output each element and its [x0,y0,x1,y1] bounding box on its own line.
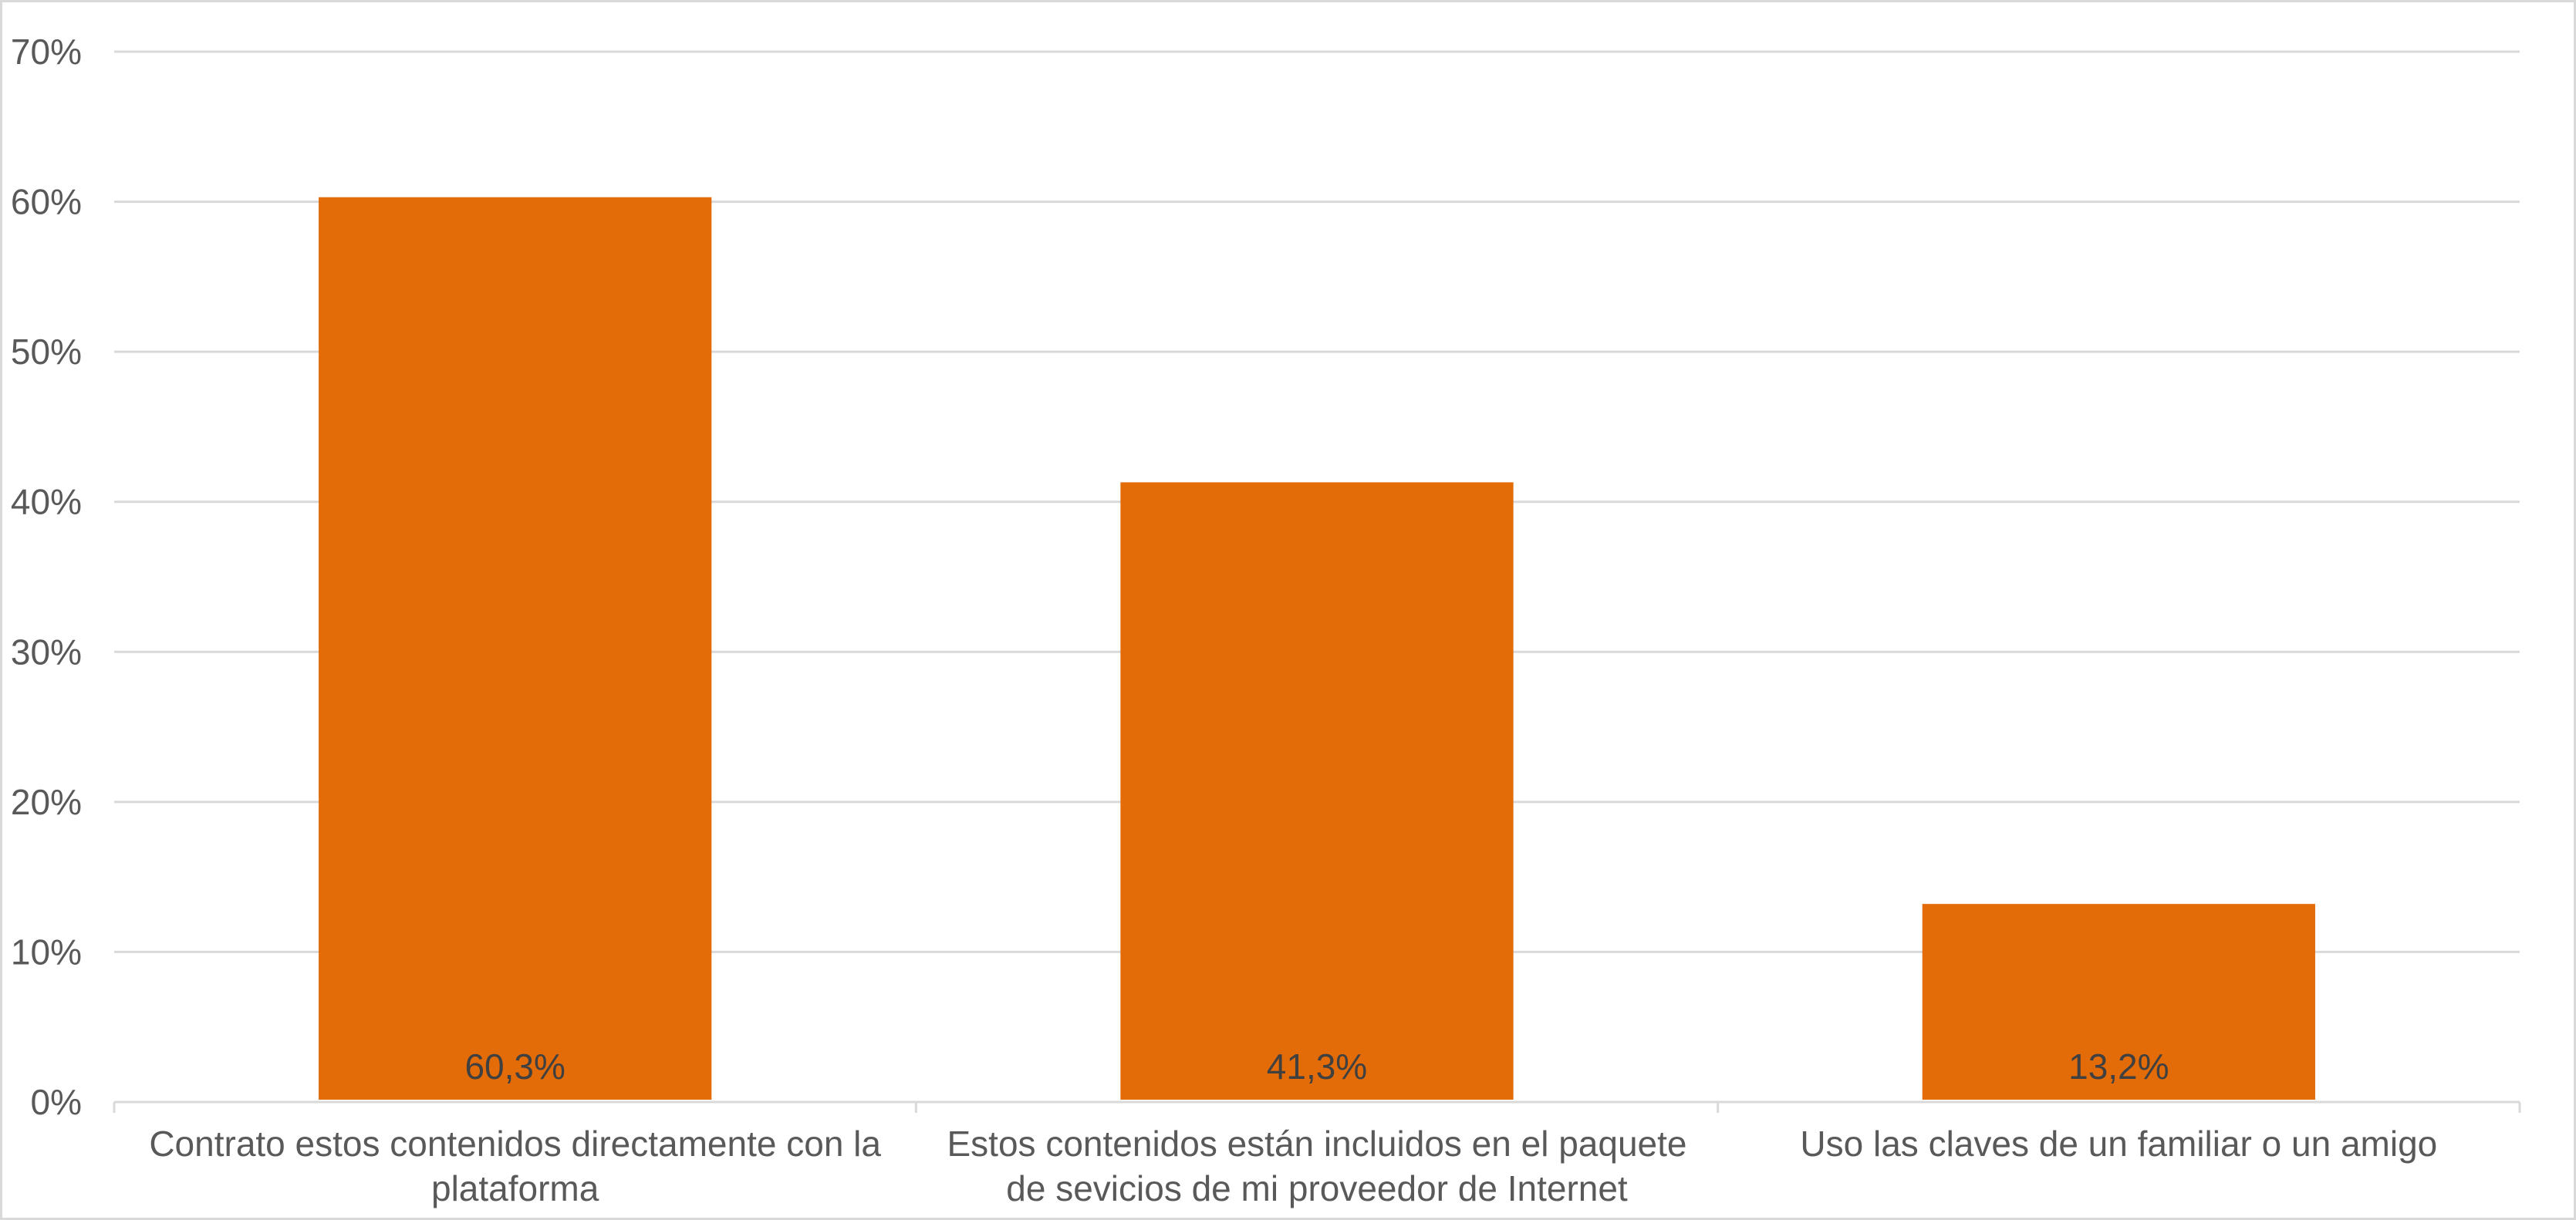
data-label: 60,3% [464,1046,565,1087]
data-label: 41,3% [1267,1046,1367,1087]
y-tick-label: 30% [11,632,82,672]
y-tick-label: 40% [11,482,82,522]
bar [1120,482,1514,1100]
y-tick-label: 20% [11,782,82,822]
bar [1922,904,2315,1100]
data-label: 13,2% [2068,1046,2169,1087]
y-tick-label: 50% [11,332,82,372]
bar [319,197,712,1100]
y-tick-label: 0% [31,1082,82,1122]
category-label: de sevicios de mi proveedor de Internet [1006,1168,1628,1208]
category-label: Contrato estos contenidos directamente c… [149,1124,881,1164]
y-tick-label: 60% [11,182,82,222]
category-label: Estos contenidos están incluidos en el p… [947,1124,1687,1164]
y-tick-label: 70% [11,32,82,72]
category-label: Uso las claves de un familiar o un amigo [1800,1124,2437,1164]
category-label: plataforma [431,1168,599,1208]
y-tick-label: 10% [11,932,82,972]
